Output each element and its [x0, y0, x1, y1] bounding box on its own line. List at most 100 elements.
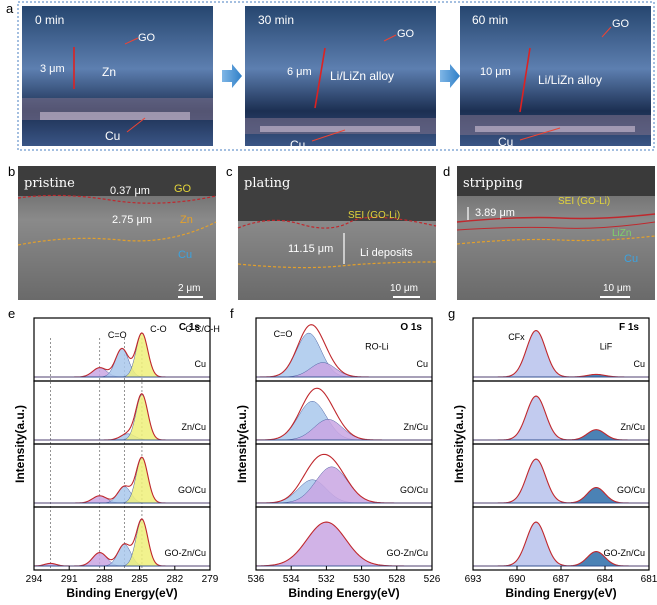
series-name-e-2: GO/Cu	[178, 485, 206, 495]
series-name-f-0: Cu	[416, 359, 428, 369]
series-name-e-0: Cu	[194, 359, 206, 369]
panel-a-label: a	[6, 1, 14, 16]
frame-2-thickness: 10 μm	[480, 66, 511, 78]
panel-d-cu: Cu	[624, 253, 638, 265]
panel-d-lizn: LiZn	[612, 228, 631, 239]
panel-b-zn: Zn	[180, 214, 193, 226]
box-f-3	[255, 506, 433, 571]
series-e-1: Zn/Cu	[33, 380, 211, 445]
series-name-e-3: GO-Zn/Cu	[164, 548, 206, 558]
panel-c-deposits: Li deposits	[360, 247, 413, 259]
frame-0-layer: Zn	[102, 65, 116, 79]
arrow-right-icon-2	[440, 64, 460, 88]
frame-2-layer: Li/LiZn alloy	[538, 73, 602, 87]
panel-b-title: pristine	[24, 176, 75, 191]
xtick-label-g-3: 684	[597, 574, 614, 585]
panel-b-t1: 0.37 μm	[110, 185, 150, 197]
frame-60min: 60 min GO 10 μm Li/LiZn alloy Cu	[460, 6, 651, 149]
xtick-label-e-0: 294	[26, 574, 43, 585]
frame-1-thickness-arrow	[314, 47, 326, 109]
peak-label-e-2: C-C/C-H	[185, 324, 220, 334]
peak-g-1-0	[473, 395, 649, 441]
frame-1-go: GO	[397, 28, 415, 40]
peak-e-1-0	[34, 433, 210, 441]
peak-e-1-1	[34, 394, 210, 441]
xlabel-g: Binding Energy(eV)	[505, 586, 616, 600]
panel-b-label: b	[8, 164, 15, 179]
box-e-3	[33, 506, 211, 571]
xps-panel-e: e Intensity(a.u.) Cu Zn/Cu GO/Cu GO-Zn/Cu C 1s…	[8, 306, 220, 600]
peak-label-g-1: LiF	[600, 342, 613, 352]
frame-1-thickness: 6 μm	[287, 66, 312, 78]
title-g: F 1s	[619, 322, 639, 333]
panel-b-go: GO	[174, 183, 192, 195]
series-g-2: GO/Cu	[472, 443, 650, 508]
box-e-1	[33, 380, 211, 445]
panel-g-label: g	[448, 306, 455, 321]
arrow-right-icon	[222, 64, 242, 88]
peak-label-f-1: RO-Li	[365, 342, 389, 352]
series-name-g-3: GO-Zn/Cu	[603, 548, 645, 558]
series-name-g-0: Cu	[633, 359, 645, 369]
frame-2-go: GO	[612, 18, 630, 30]
panel-b-cu: Cu	[178, 249, 192, 261]
panel-b-scale: 2 μm	[178, 283, 200, 294]
peak-label-e-1: C-O	[150, 324, 167, 334]
xtick-label-e-5: 279	[202, 574, 219, 585]
panel-c-label: c	[226, 164, 233, 179]
panel-d-sei: SEI (GO-Li)	[558, 196, 610, 207]
frame-0-cu: Cu	[105, 129, 120, 143]
fit-e-1	[34, 393, 210, 441]
frame-2-cu: Cu	[498, 135, 513, 149]
peak-f-3-0	[255, 521, 432, 567]
series-e-2: GO/Cu	[33, 443, 211, 508]
series-name-g-2: GO/Cu	[617, 485, 645, 495]
frame-0-go: GO	[138, 32, 156, 44]
panel-c-sei: SEI (GO-Li)	[348, 210, 400, 221]
xps-charts: e Intensity(a.u.) Cu Zn/Cu GO/Cu GO-Zn/Cu C 1s…	[8, 306, 657, 600]
series-g-3: GO-Zn/Cu	[472, 506, 650, 571]
series-name-f-1: Zn/Cu	[403, 422, 428, 432]
panel-b-t2: 2.75 μm	[112, 214, 152, 226]
series-e-3: GO-Zn/Cu	[33, 506, 211, 571]
title-f: O 1s	[400, 322, 422, 333]
peak-label-e-0: C=O	[108, 330, 127, 340]
series-name-e-1: Zn/Cu	[181, 422, 206, 432]
peak-g-2-0	[473, 458, 649, 504]
series-g-1: Zn/Cu	[472, 380, 650, 445]
xtick-label-f-3: 530	[353, 574, 370, 585]
panel-c-thickness: 11.15 μm	[288, 243, 333, 255]
xps-panel-g: g Intensity(a.u.) Cu Zn/Cu GO/Cu GO-Zn/Cu F 1s…	[448, 306, 657, 600]
panel-c-scale: 10 μm	[390, 283, 418, 294]
panel-a-border	[17, 1, 655, 151]
frame-0-image	[22, 6, 213, 146]
panel-c-sem: plating SEI (GO-Li) 11.15 μm Li deposits…	[237, 166, 437, 300]
series-name-f-3: GO-Zn/Cu	[386, 548, 428, 558]
series-name-g-1: Zn/Cu	[620, 422, 645, 432]
ylabel-f: Intensity(a.u.)	[235, 405, 249, 483]
panel-d-label: d	[443, 164, 450, 179]
xtick-label-e-4: 282	[166, 574, 183, 585]
xtick-label-f-4: 528	[388, 574, 405, 585]
ylabel-e: Intensity(a.u.)	[13, 405, 27, 483]
xtick-label-g-0: 693	[465, 574, 482, 585]
panel-b-sem: pristine 0.37 μm 2.75 μm GO Zn Cu 2 μm	[17, 166, 217, 300]
xtick-label-g-2: 687	[553, 574, 570, 585]
fit-g-1	[473, 395, 649, 441]
xtick-label-f-5: 526	[424, 574, 441, 585]
box-g-3	[472, 506, 650, 571]
xtick-label-f-2: 532	[318, 574, 335, 585]
frame-1-cu: Cu	[290, 138, 305, 152]
fit-g-2	[473, 458, 649, 504]
xlabel-e: Binding Energy(eV)	[66, 586, 177, 600]
series-e-0: Cu	[33, 317, 211, 382]
frame-30min: 30 min GO 6 μm Li/LiZn alloy Cu	[245, 6, 436, 152]
series-f-3: GO-Zn/Cu	[255, 506, 433, 571]
series-f-2: GO/Cu	[255, 443, 433, 508]
frame-0-time: 0 min	[35, 13, 64, 27]
panel-d-title: stripping	[463, 176, 523, 191]
panel-f-label: f	[230, 306, 234, 321]
panel-d-scale: 10 μm	[603, 283, 631, 294]
frame-2-thickness-arrow	[519, 47, 531, 113]
